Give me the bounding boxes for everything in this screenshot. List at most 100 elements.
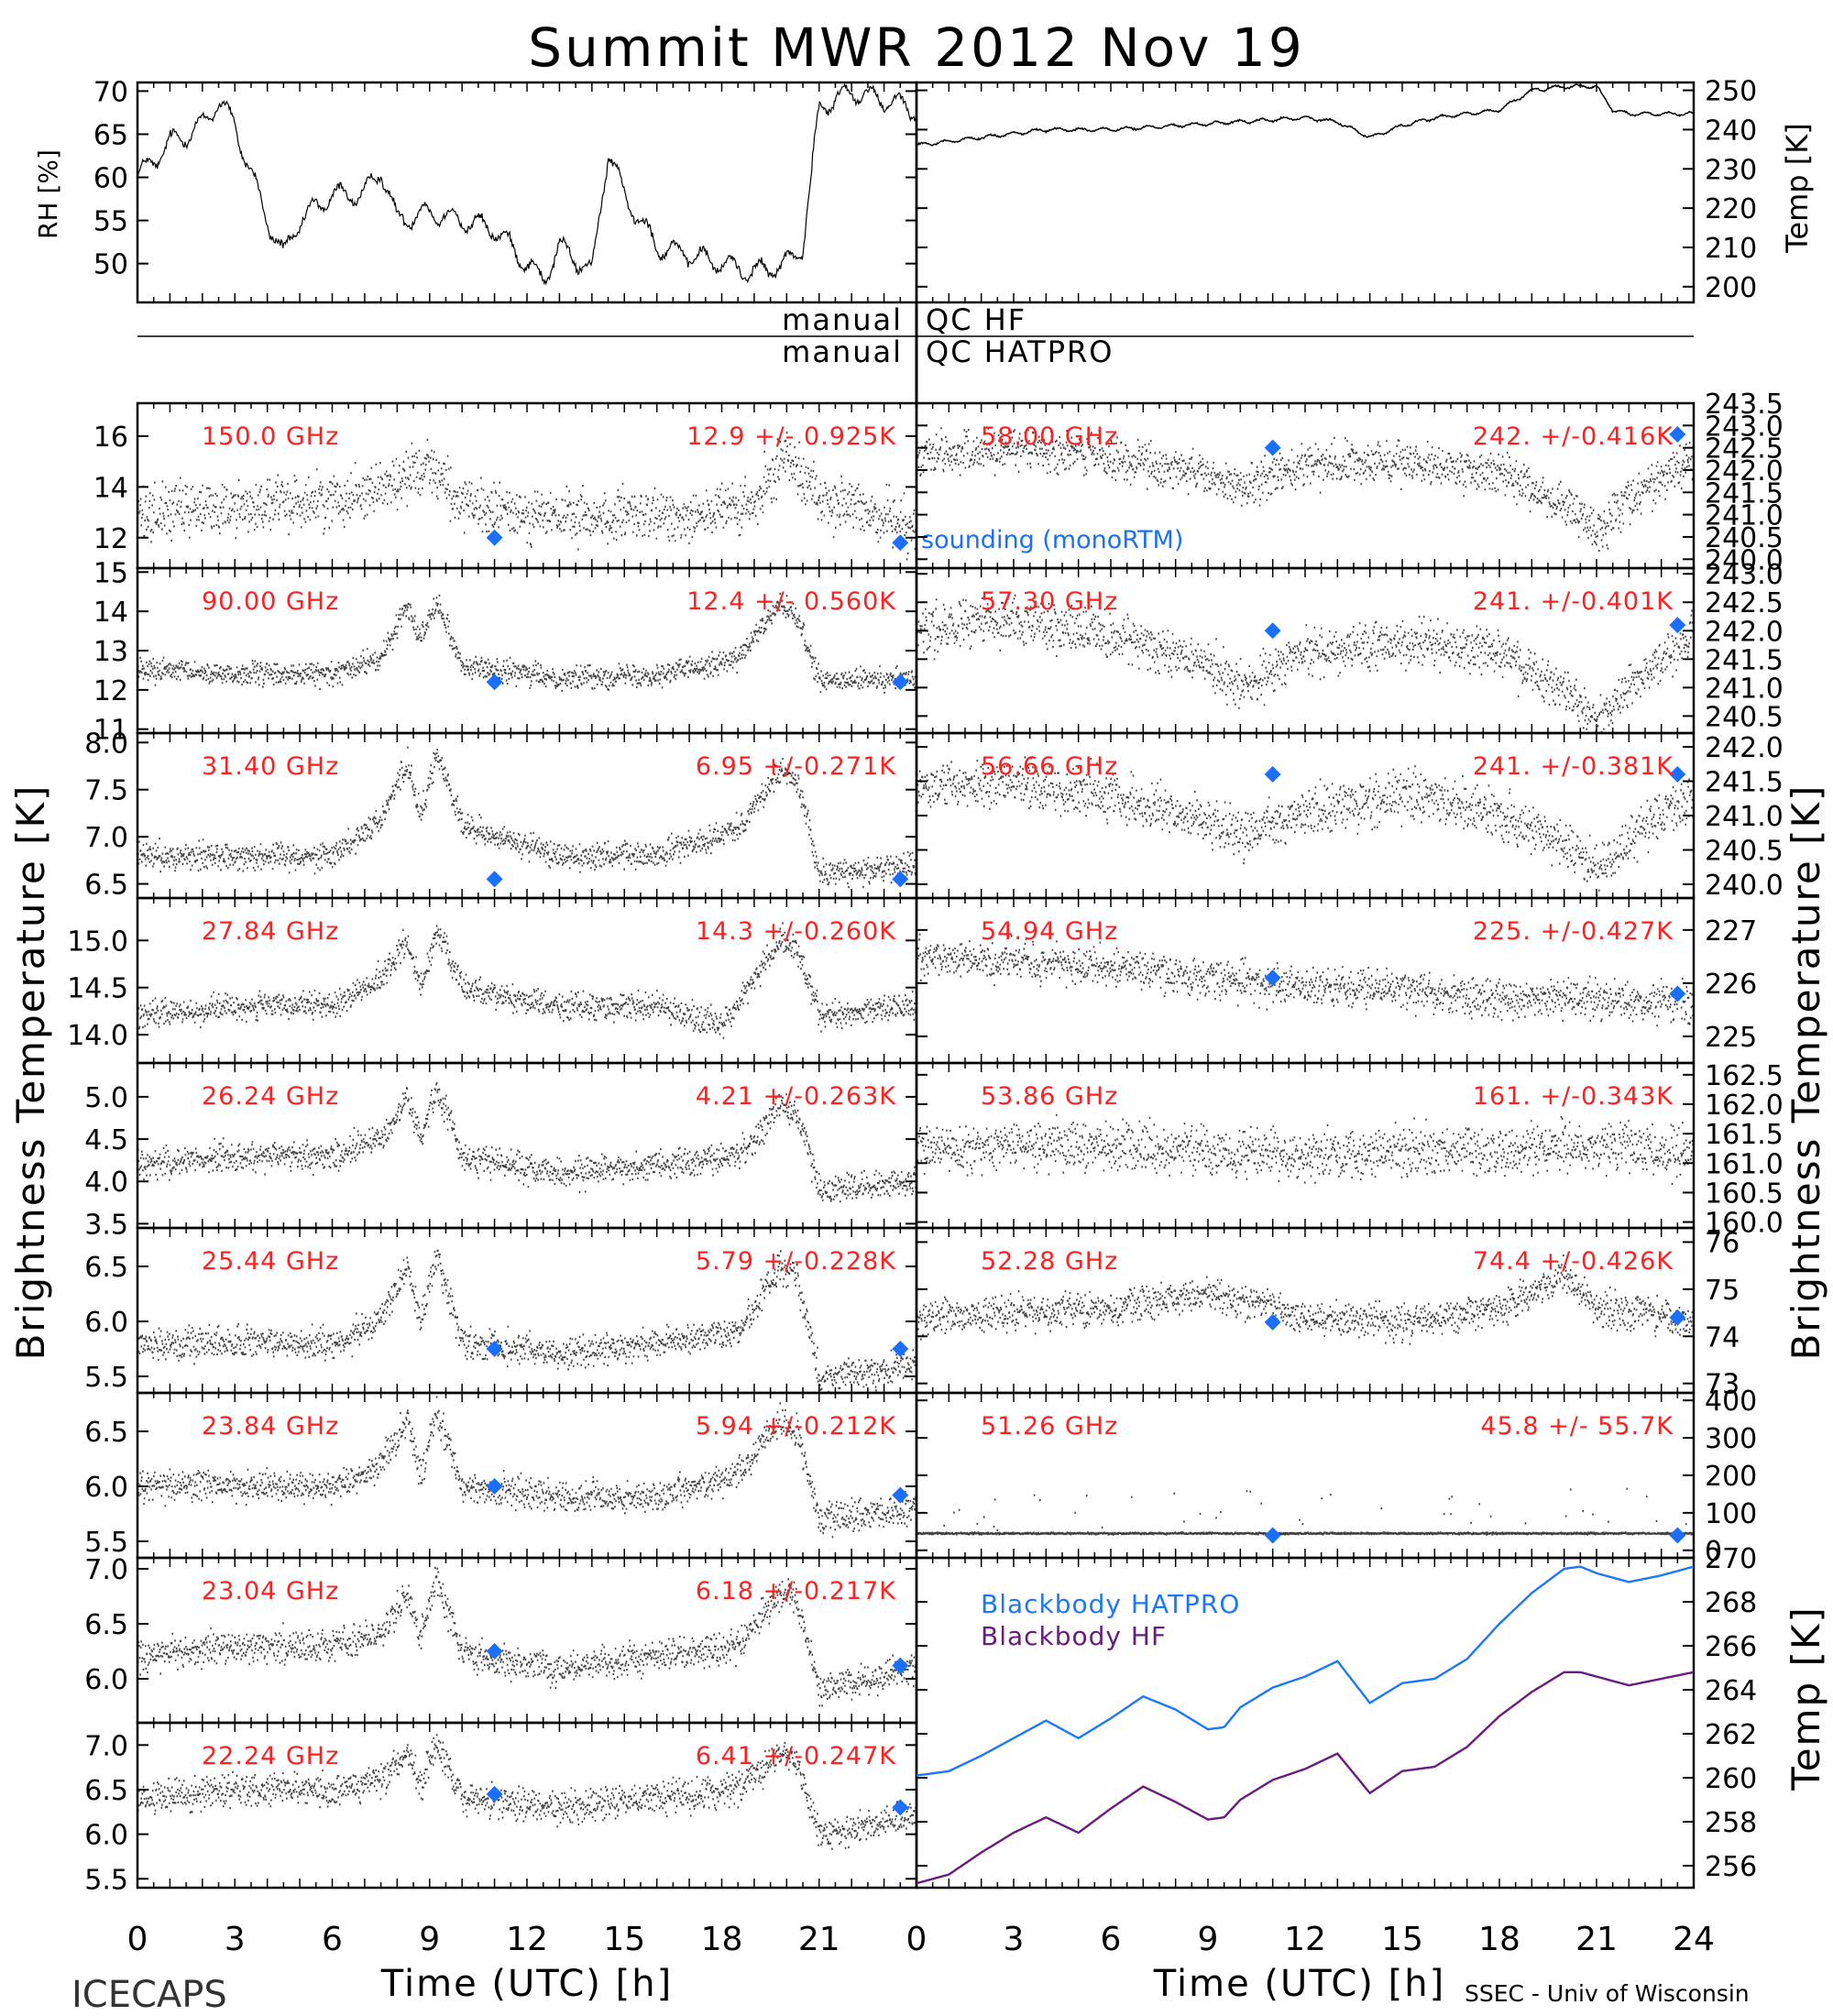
y-tick-label: 0	[1705, 1536, 1722, 1568]
sounding-marker	[892, 674, 909, 691]
sounding-marker	[1264, 970, 1281, 987]
channel-stat-label: 241. +/-0.381K	[1473, 752, 1674, 781]
y-tick-label: 241.0	[1705, 500, 1784, 532]
y-tick-label: 162.5	[1705, 1060, 1784, 1092]
x-tick-label: 15	[1381, 1921, 1423, 1958]
channel-frequency-label: 27.84 GHz	[202, 917, 339, 946]
channel-panel: 227 226 225 54.94 GHz 225. +/-0.427K	[915, 896, 1757, 1065]
y-tick-label: 256	[1705, 1851, 1757, 1883]
channel-frequency-label: 58.00 GHz	[981, 422, 1118, 451]
y-tick-label: 7.0	[84, 1554, 128, 1586]
qc-hatpro-manual-label: manual	[782, 334, 903, 369]
y-tick-label: 270	[1705, 1543, 1757, 1575]
x-tick-label: 6	[1101, 1921, 1122, 1958]
channel-stat-label: 6.18 +/-0.217K	[696, 1577, 896, 1605]
tb-right-axis-label: Brightness Temperature [K]	[1784, 784, 1828, 1361]
sounding-marker	[1264, 766, 1281, 783]
y-tick-label: 161.0	[1705, 1148, 1784, 1180]
channel-panel: 15 14 13 12 11 90.00 GHz 12.4 +/- 0.560K	[93, 557, 918, 747]
sounding-marker	[1669, 426, 1686, 444]
y-tick-label: 266	[1705, 1631, 1757, 1663]
x-tick-label: 15	[603, 1921, 645, 1958]
channel-frequency-label: 31.40 GHz	[202, 752, 339, 781]
channel-stat-label: 12.4 +/- 0.560K	[686, 587, 896, 616]
blackbody-legend-entry: Blackbody HF	[981, 1621, 1167, 1651]
qc-hf-label: QC HF	[926, 302, 1026, 337]
y-tick-label: 242.5	[1705, 433, 1784, 466]
x-tick-label: 9	[1198, 1921, 1219, 1958]
channel-stat-label: 242. +/-0.416K	[1473, 422, 1674, 451]
figure-title: Summit MWR 2012 Nov 19	[528, 16, 1304, 79]
y-tick-label: 16	[93, 422, 128, 454]
channel-panel: 15.0 14.5 14.0 27.84 GHz 14.3 +/-0.260K	[67, 896, 918, 1065]
x-axis-label-left: Time (UTC) [h]	[380, 1963, 673, 2005]
channel-stat-label: 5.94 +/-0.212K	[696, 1412, 896, 1441]
y-tick-label: 300	[1705, 1423, 1757, 1455]
rh-series	[137, 82, 917, 286]
blackbody-series-line	[916, 1565, 1695, 1777]
x-tick-label: 0	[127, 1921, 148, 1958]
channel-frequency-label: 26.24 GHz	[202, 1082, 339, 1111]
y-tick-label: 264	[1705, 1675, 1757, 1707]
y-tick-label: 6.5	[84, 1252, 128, 1284]
left-channel-panels: 16 14 12 150.0 GHz 12.9 +/- 0.925K sounding (…	[67, 401, 1183, 1896]
qc-hf-manual-label: manual	[782, 302, 903, 337]
right-channel-panels: 243.5243.0242.5242.0241.5241.0240.5240.0…	[915, 389, 1784, 1568]
x-tick-label: 12	[1284, 1921, 1326, 1958]
x-tick-label: 3	[225, 1921, 246, 1958]
channel-series	[916, 1113, 1695, 1186]
channel-series	[916, 1487, 1695, 1536]
rh-frame	[136, 81, 918, 304]
y-tick-label: 200	[1705, 1461, 1757, 1493]
channel-panel: 76 75 74 73 52.28 GHz 74.4 +/-0.426K	[915, 1226, 1740, 1401]
blackbody-series-line	[916, 1671, 1695, 1885]
x-tick-label: 0	[906, 1921, 927, 1958]
channel-frequency-label: 54.94 GHz	[981, 917, 1118, 946]
y-tick-label: 400	[1705, 1386, 1757, 1418]
y-tick-label: 14	[93, 597, 128, 629]
y-tick-label: 240.5	[1705, 836, 1784, 868]
channel-series	[916, 592, 1695, 735]
temperature-panel: 250 240 230 220 210 200	[915, 76, 1757, 304]
sounding-marker	[892, 1341, 909, 1357]
channel-frequency-label: 22.24 GHz	[202, 1742, 339, 1770]
channel-frequency-label: 25.44 GHz	[202, 1247, 339, 1276]
channel-series	[137, 592, 917, 694]
y-tick-label: 15.0	[67, 926, 128, 958]
channel-series	[916, 427, 1695, 553]
y-tick-label: 243.0	[1705, 411, 1784, 443]
sounding-marker	[1669, 985, 1686, 1003]
x-tick-label: 21	[798, 1921, 840, 1958]
channel-stat-label: 225. +/-0.427K	[1473, 917, 1674, 946]
y-tick-label: 60	[93, 163, 128, 195]
channel-frequency-label: 90.00 GHz	[202, 587, 339, 616]
blackbody-panel: 270 268 266 264 262 260 258 256 Blackbody HATPRO…	[915, 1543, 1757, 1890]
y-tick-label: 5.0	[84, 1082, 128, 1114]
channel-frequency-label: 52.28 GHz	[981, 1247, 1118, 1276]
sounding-marker	[486, 1478, 503, 1495]
sounding-marker	[892, 1799, 909, 1816]
sounding-marker	[892, 1486, 909, 1504]
x-tick-label: 9	[419, 1921, 440, 1958]
y-tick-label: 240.0	[1705, 870, 1784, 902]
y-tick-label: 240.5	[1705, 522, 1784, 554]
channel-panel: 7.0 6.5 6.0 5.5 22.24 GHz 6.41 +/-0.247K	[84, 1721, 918, 1896]
sounding-marker	[1669, 1309, 1686, 1326]
y-tick-label: 6.0	[84, 1307, 128, 1339]
y-tick-label: 8.0	[84, 728, 128, 760]
channel-panel: 243.5243.0242.5242.0241.5241.0240.5240.0…	[915, 389, 1784, 576]
channel-stat-label: 74.4 +/-0.426K	[1473, 1247, 1674, 1276]
channel-series	[137, 1081, 917, 1203]
y-tick-label: 7.0	[84, 822, 128, 854]
sounding-marker	[1669, 1527, 1686, 1544]
y-tick-label: 226	[1705, 969, 1757, 1001]
y-tick-label: 5.5	[84, 1527, 128, 1559]
channel-frequency-label: 57.30 GHz	[981, 587, 1118, 616]
channel-stat-label: 241. +/-0.401K	[1473, 587, 1674, 616]
channel-frequency-label: 56.66 GHz	[981, 752, 1118, 781]
channel-series	[916, 933, 1695, 1027]
y-tick-label: 241.0	[1705, 673, 1784, 705]
x-tick-label: 18	[701, 1921, 743, 1958]
y-tick-label: 5.5	[84, 1864, 128, 1896]
y-tick-label: 73	[1705, 1369, 1740, 1401]
